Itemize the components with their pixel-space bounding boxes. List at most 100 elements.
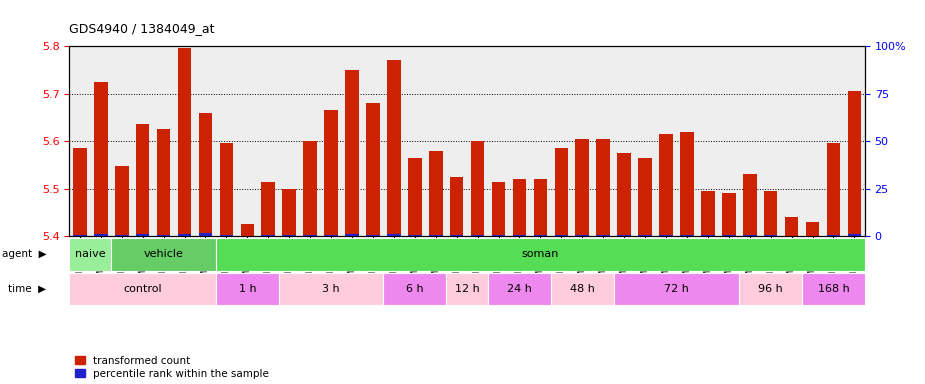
Bar xyxy=(278,273,383,305)
Text: 48 h: 48 h xyxy=(570,284,595,294)
Bar xyxy=(551,273,613,305)
Bar xyxy=(94,234,107,236)
Bar xyxy=(366,103,380,236)
Text: GDS4940 / 1384049_at: GDS4940 / 1384049_at xyxy=(69,22,215,35)
Bar xyxy=(534,235,548,236)
Bar xyxy=(282,189,296,236)
Bar xyxy=(115,235,129,236)
Bar xyxy=(94,82,107,236)
Bar xyxy=(722,235,735,236)
Bar xyxy=(802,273,865,305)
Text: control: control xyxy=(123,284,162,294)
Bar xyxy=(743,235,757,236)
Bar xyxy=(156,129,170,236)
Bar xyxy=(638,235,652,236)
Bar xyxy=(178,48,191,236)
Bar xyxy=(387,60,401,236)
Text: soman: soman xyxy=(522,249,559,260)
Bar xyxy=(240,224,254,236)
Bar xyxy=(199,233,212,236)
Bar xyxy=(827,235,840,236)
Bar xyxy=(512,179,526,236)
Text: naive: naive xyxy=(75,249,105,260)
Bar xyxy=(136,234,150,236)
Bar xyxy=(325,110,338,236)
Text: 6 h: 6 h xyxy=(406,284,424,294)
Text: 3 h: 3 h xyxy=(322,284,339,294)
Bar xyxy=(69,273,216,305)
Text: 12 h: 12 h xyxy=(455,284,479,294)
Bar xyxy=(806,222,820,236)
Bar xyxy=(262,182,275,236)
Bar xyxy=(219,144,233,236)
Bar xyxy=(554,235,568,236)
Bar xyxy=(303,235,317,236)
Bar xyxy=(827,144,840,236)
Bar xyxy=(492,235,505,236)
Bar xyxy=(471,141,485,236)
Bar xyxy=(847,234,861,236)
Bar xyxy=(429,151,442,236)
Bar xyxy=(554,148,568,236)
Text: 96 h: 96 h xyxy=(758,284,783,294)
Bar xyxy=(345,70,359,236)
Bar xyxy=(262,235,275,236)
Bar xyxy=(366,235,380,236)
Bar xyxy=(136,124,150,236)
Text: 72 h: 72 h xyxy=(664,284,689,294)
Bar xyxy=(450,177,463,236)
Bar xyxy=(387,234,401,236)
Bar xyxy=(111,238,216,271)
Bar xyxy=(488,273,551,305)
Bar xyxy=(597,235,610,236)
Bar xyxy=(69,238,111,271)
Bar xyxy=(429,235,442,236)
Text: 1 h: 1 h xyxy=(239,284,256,294)
Bar xyxy=(847,91,861,236)
Bar xyxy=(764,191,778,236)
Bar xyxy=(492,182,505,236)
Bar xyxy=(345,235,359,236)
Bar xyxy=(722,194,735,236)
Text: vehicle: vehicle xyxy=(143,249,183,260)
Bar xyxy=(597,139,610,236)
Bar xyxy=(156,235,170,236)
Text: time  ▶: time ▶ xyxy=(8,284,46,294)
Bar xyxy=(617,235,631,236)
Bar xyxy=(73,148,87,236)
Bar xyxy=(216,273,278,305)
Bar xyxy=(575,235,589,236)
Text: 24 h: 24 h xyxy=(507,284,532,294)
Bar xyxy=(282,235,296,236)
Text: 168 h: 168 h xyxy=(818,284,849,294)
Bar xyxy=(701,191,715,236)
Bar xyxy=(408,158,422,236)
Bar xyxy=(219,235,233,236)
Bar xyxy=(638,158,652,236)
Bar xyxy=(199,113,212,236)
Bar xyxy=(764,235,778,236)
Bar xyxy=(680,235,694,236)
Bar xyxy=(575,139,589,236)
Bar xyxy=(739,273,802,305)
Legend: transformed count, percentile rank within the sample: transformed count, percentile rank withi… xyxy=(75,356,269,379)
Bar xyxy=(617,153,631,236)
Bar xyxy=(680,132,694,236)
Bar xyxy=(743,174,757,236)
Bar xyxy=(178,234,191,236)
Bar xyxy=(534,179,548,236)
Bar xyxy=(784,217,798,236)
Bar xyxy=(325,235,338,236)
Bar xyxy=(115,166,129,236)
Bar xyxy=(660,235,672,236)
Bar xyxy=(446,273,488,305)
Bar xyxy=(383,273,446,305)
Bar xyxy=(471,235,485,236)
Bar xyxy=(660,134,672,236)
Bar xyxy=(73,235,87,236)
Text: agent  ▶: agent ▶ xyxy=(2,249,46,260)
Bar xyxy=(512,235,526,236)
Bar xyxy=(408,235,422,236)
Bar xyxy=(450,235,463,236)
Bar xyxy=(701,235,715,236)
